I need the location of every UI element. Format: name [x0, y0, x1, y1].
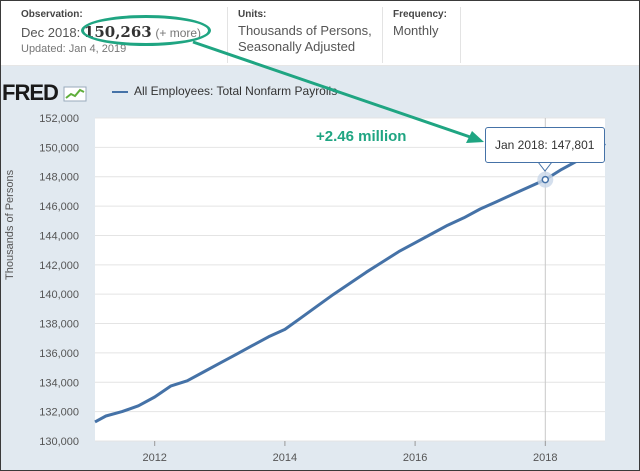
header-divider [460, 7, 461, 63]
observation-label: Observation: [21, 9, 83, 20]
units-block: Units: Thousands of Persons, Seasonally … [238, 9, 384, 55]
chart-legend[interactable]: All Employees: Total Nonfarm Payrolls [112, 84, 337, 98]
y-tick-label: 130,000 [39, 436, 79, 448]
y-tick-label: 134,000 [39, 377, 79, 389]
legend-swatch [112, 90, 128, 93]
y-tick-label: 150,000 [39, 142, 79, 154]
y-tick-label: 148,000 [39, 172, 79, 184]
series-header: Observation: Dec 2018: 150,263 (+ more) … [1, 1, 639, 66]
fred-logo[interactable]: FRED [2, 80, 87, 106]
y-tick-label: 136,000 [39, 348, 79, 360]
frequency-value: Monthly [393, 23, 439, 38]
fred-logo-text: FRED [2, 80, 59, 105]
units-label: Units: [238, 9, 267, 20]
y-tick-label: 144,000 [39, 230, 79, 242]
y-tick-label: 132,000 [39, 407, 79, 419]
highlight-ellipse [81, 15, 211, 46]
x-tick-label: 2016 [403, 452, 427, 464]
chart-tooltip: Jan 2018: 147,801 [485, 127, 605, 163]
y-tick-label: 138,000 [39, 319, 79, 331]
annotation-arrow-shaft [192, 40, 477, 141]
units-line-1: Thousands of Persons, [238, 23, 372, 38]
frequency-block: Frequency: Monthly [393, 9, 463, 39]
legend-label: All Employees: Total Nonfarm Payrolls [134, 84, 338, 98]
header-divider [382, 7, 383, 63]
x-tick-label: 2014 [273, 452, 297, 464]
y-tick-label: 142,000 [39, 260, 79, 272]
x-tick-label: 2018 [533, 452, 557, 464]
plot-area [95, 118, 605, 441]
observation-date: Dec 2018: [21, 25, 81, 40]
tooltip-label: Jan 2018: [495, 138, 548, 152]
y-tick-label: 140,000 [39, 289, 79, 301]
series-line [94, 142, 606, 424]
chart-line-icon [63, 86, 87, 102]
frequency-label: Frequency: [393, 9, 447, 20]
y-tick-label: 152,000 [39, 113, 79, 125]
updated-date: Updated: Jan 4, 2019 [21, 43, 127, 55]
change-annotation: +2.46 million [316, 128, 407, 145]
tooltip-value: 147,801 [551, 138, 595, 152]
units-line-2: Seasonally Adjusted [238, 39, 356, 54]
y-axis-label: Thousands of Persons [4, 169, 16, 280]
y-tick-label: 146,000 [39, 201, 79, 213]
x-tick-label: 2012 [142, 452, 166, 464]
annotation-arrow-head [466, 131, 484, 143]
highlight-point [541, 175, 550, 184]
header-divider [227, 7, 228, 63]
tooltip-pointer [537, 161, 553, 172]
